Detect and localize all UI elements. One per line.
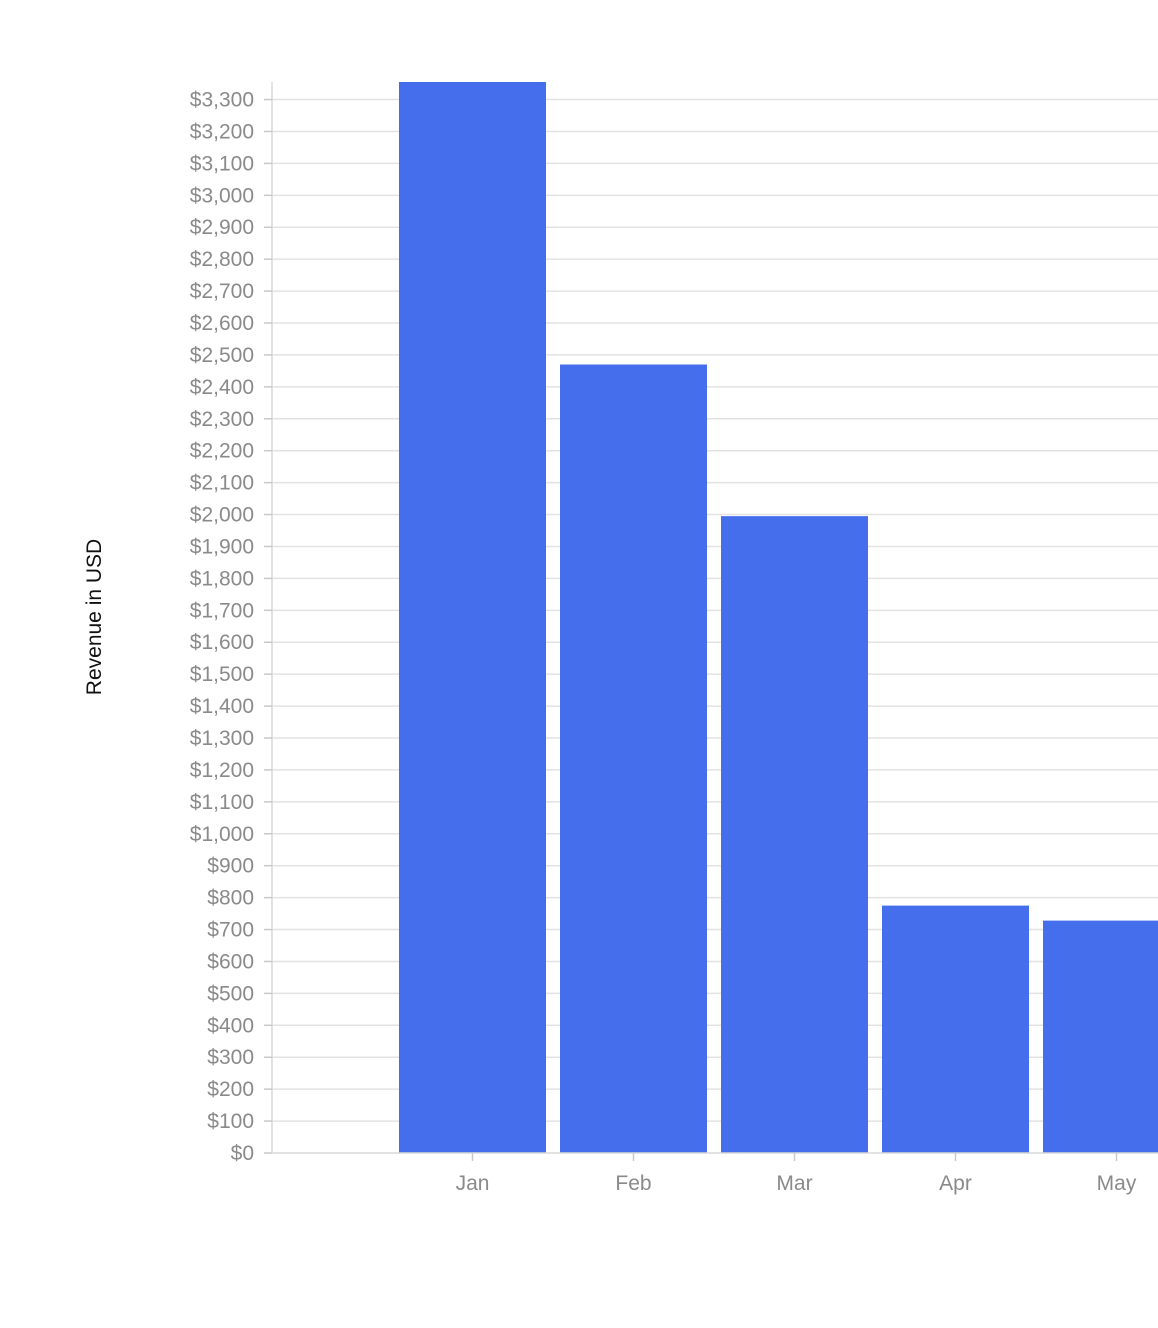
y-tick-label: $0 <box>231 1142 254 1165</box>
bar-may[interactable] <box>1043 920 1158 1153</box>
y-tick-label: $1,300 <box>190 727 254 750</box>
y-tick-label: $3,200 <box>190 120 254 143</box>
y-tick-label: $700 <box>207 919 254 942</box>
y-tick-label: $1,400 <box>190 695 254 718</box>
y-tick-label: $3,100 <box>190 152 254 175</box>
x-tick-label: Feb <box>615 1172 651 1195</box>
y-tick-label: $1,100 <box>190 791 254 814</box>
y-tick-label: $800 <box>207 887 254 910</box>
y-tick-label: $2,900 <box>190 216 254 239</box>
x-axis-ticks: Jan Feb Mar Apr May <box>456 1153 1137 1195</box>
y-tick-label: $2,100 <box>190 472 254 495</box>
y-tick-label: $1,900 <box>190 535 254 558</box>
y-tick-label: $2,700 <box>190 280 254 303</box>
axes <box>271 82 1158 1154</box>
bar-feb[interactable] <box>560 364 707 1153</box>
y-tick-label: $2,000 <box>190 504 254 527</box>
x-tick-label: Mar <box>776 1172 812 1195</box>
x-tick-label: May <box>1097 1172 1137 1195</box>
y-tick-label: $2,300 <box>190 408 254 431</box>
y-tick-label: $400 <box>207 1014 254 1037</box>
y-tick-label: $1,200 <box>190 759 254 782</box>
bar-jan[interactable] <box>399 82 546 1153</box>
y-tick-label: $2,200 <box>190 440 254 463</box>
y-tick-label: $500 <box>207 982 254 1005</box>
y-tick-label: $900 <box>207 855 254 878</box>
y-tick-label: $2,800 <box>190 248 254 271</box>
y-tick-label: $1,500 <box>190 663 254 686</box>
bar-apr[interactable] <box>882 905 1029 1153</box>
y-tick-label: $1,000 <box>190 823 254 846</box>
y-axis-title: Revenue in USD <box>83 539 106 695</box>
y-tick-label: $2,600 <box>190 312 254 335</box>
y-tick-label: $1,800 <box>190 567 254 590</box>
y-tick-label: $100 <box>207 1110 254 1133</box>
x-tick-label: Apr <box>939 1172 972 1195</box>
y-tick-label: $2,400 <box>190 376 254 399</box>
y-tick-label: $200 <box>207 1078 254 1101</box>
bar-mar[interactable] <box>721 516 868 1153</box>
y-tick-label: $3,000 <box>190 184 254 207</box>
y-axis-ticks: $0 $100 $200 $300 $400 $500 $600 $700 $800 $900 $1… <box>190 89 272 1165</box>
y-tick-label: $2,500 <box>190 344 254 367</box>
y-tick-label: $1,700 <box>190 599 254 622</box>
y-tick-label: $300 <box>207 1046 254 1069</box>
y-tick-label: $3,300 <box>190 89 254 112</box>
y-tick-label: $1,600 <box>190 631 254 654</box>
bars <box>399 82 1158 1153</box>
x-tick-label: Jan <box>456 1172 490 1195</box>
y-tick-label: $600 <box>207 950 254 973</box>
